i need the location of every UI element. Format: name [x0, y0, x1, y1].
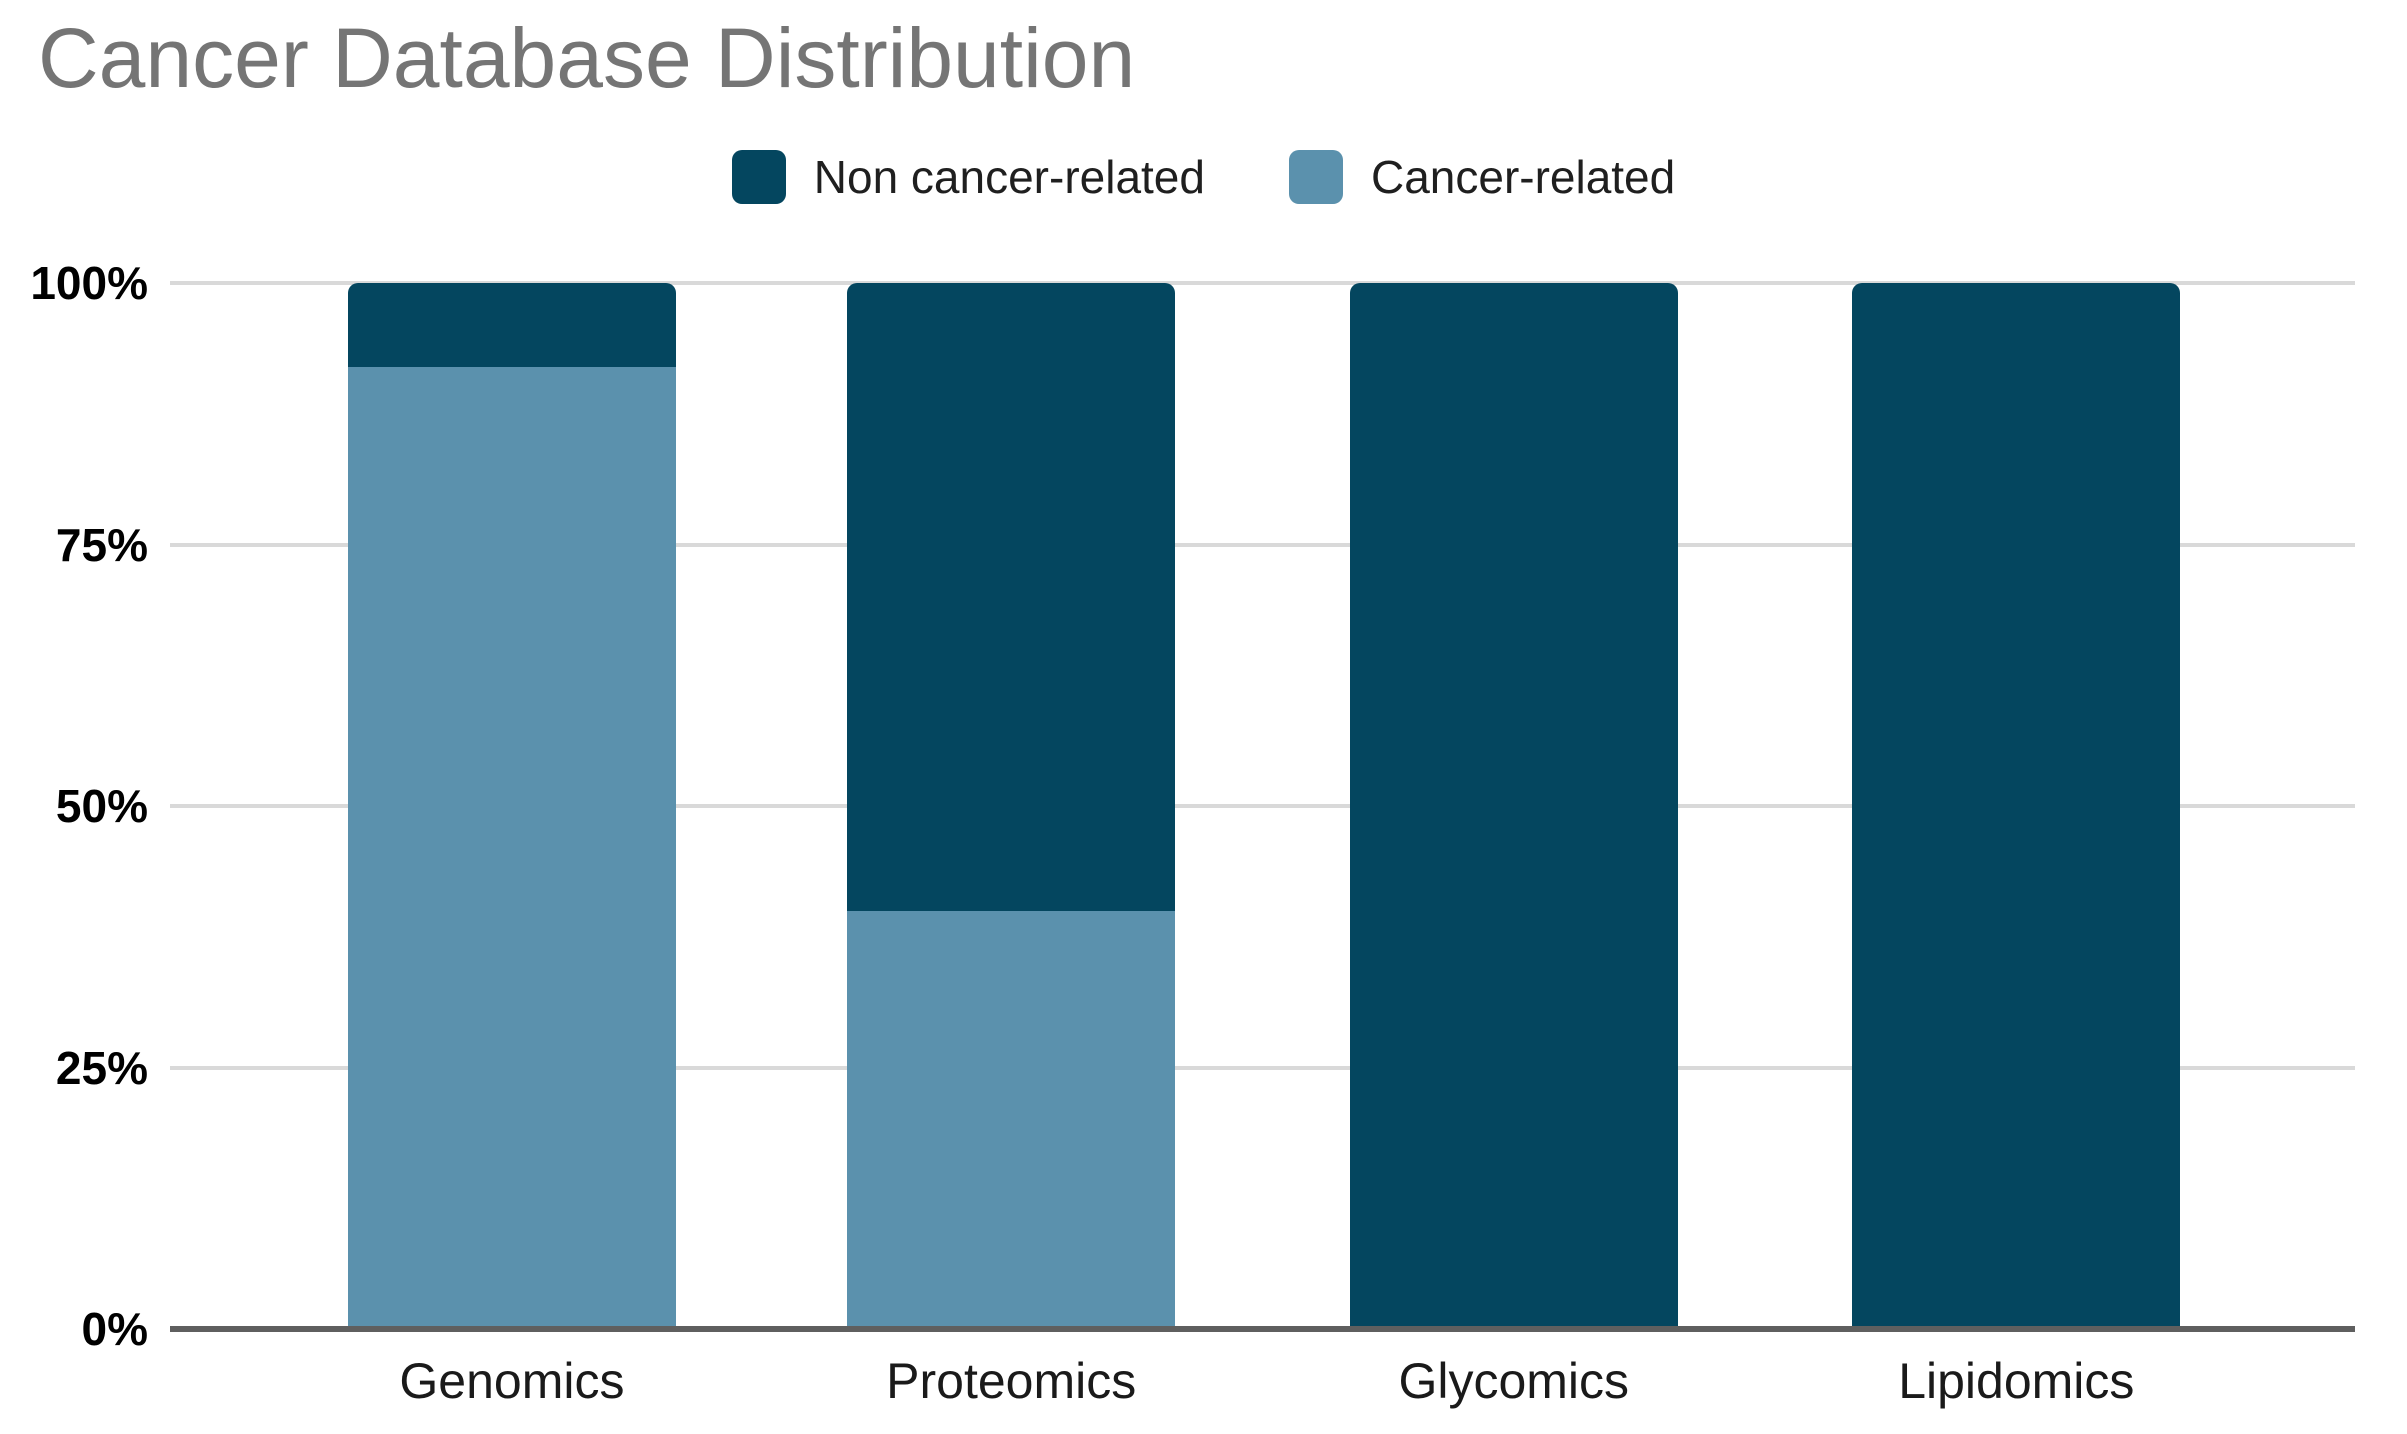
- x-axis-label-proteomics: Proteomics: [886, 1353, 1137, 1409]
- bar-lipidomics: [1852, 283, 2181, 1329]
- legend-swatch-non-cancer-related-icon: [731, 150, 786, 204]
- bar-glycomics: [1349, 283, 1678, 1329]
- x-axis-line: [170, 1326, 2355, 1332]
- bar-segment-genomics-non-cancer-related[interactable]: [348, 283, 676, 367]
- gridline-100: [170, 281, 2355, 285]
- y-tick-label-100: 100%: [30, 257, 148, 309]
- x-axis-label-genomics: Genomics: [399, 1353, 625, 1409]
- legend-label-non-cancer-related: Non cancer-related: [813, 151, 1205, 203]
- plot-area: [170, 281, 2355, 1332]
- x-axis-labels: Genomics Proteomics Glycomics Lipidomics: [170, 1352, 2355, 1422]
- bar-segment-proteomics-non-cancer-related[interactable]: [847, 283, 1176, 911]
- y-tick-label-50: 50%: [55, 780, 148, 832]
- y-tick-label-25: 25%: [55, 1041, 148, 1094]
- legend: Non cancer-related Cancer-related: [0, 150, 2407, 204]
- bar-genomics: [348, 283, 676, 1329]
- gridline-75: [170, 542, 2355, 547]
- x-axis-label-lipidomics: Lipidomics: [1898, 1353, 2135, 1409]
- legend-swatch-cancer-related-icon: [1288, 150, 1343, 204]
- bar-segment-proteomics-cancer-related[interactable]: [847, 910, 1176, 1329]
- y-axis-labels: 100% 75% 50% 25% 0%: [0, 257, 148, 1355]
- x-axis-label-glycomics: Glycomics: [1398, 1353, 1630, 1409]
- gridline-50: [170, 804, 2355, 808]
- y-tick-label-0: 0%: [81, 1303, 148, 1355]
- bar-segment-glycomics-non-cancer-related[interactable]: [1349, 283, 1678, 1329]
- bar-proteomics: [847, 283, 1176, 1329]
- legend-label-cancer-related: Cancer-related: [1370, 151, 1676, 203]
- bar-segment-lipidomics-non-cancer-related[interactable]: [1852, 283, 2181, 1329]
- gridline-25: [170, 1065, 2355, 1070]
- chart-title: Cancer Database Distribution: [38, 11, 1136, 105]
- legend-item-non-cancer-related[interactable]: Non cancer-related: [731, 150, 1205, 204]
- legend-item-cancer-related[interactable]: Cancer-related: [1288, 150, 1676, 204]
- bar-segment-genomics-cancer-related[interactable]: [348, 366, 676, 1329]
- y-tick-label-75: 75%: [55, 518, 148, 571]
